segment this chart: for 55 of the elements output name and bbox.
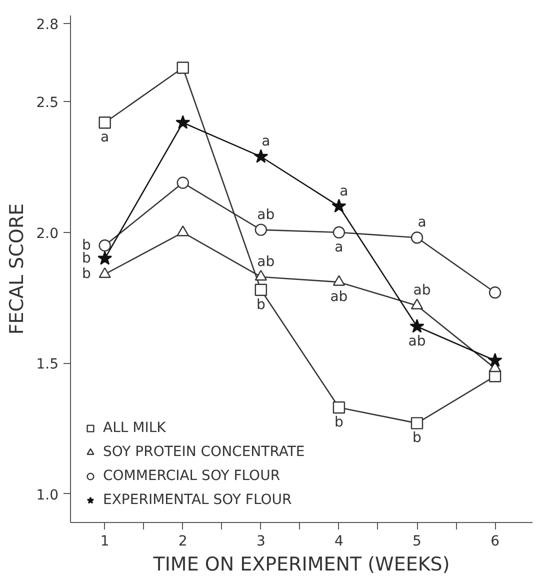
point <box>254 270 268 281</box>
point <box>332 275 346 286</box>
annotation: b <box>256 296 266 313</box>
y-tick-label: 2.5 <box>36 95 58 112</box>
x-tick-label: 1 <box>100 534 110 550</box>
point <box>410 298 424 310</box>
x-tick-label: 6 <box>490 534 500 550</box>
point <box>176 115 190 129</box>
point <box>332 226 346 238</box>
legend-label: ALL MILK <box>103 420 166 436</box>
y-tick-label: 2.0 <box>36 226 58 242</box>
point <box>176 62 189 74</box>
x-tick-label: 5 <box>412 534 422 550</box>
annotation: ab <box>408 333 426 350</box>
point <box>332 401 346 414</box>
y-tick-label: 1.0 <box>36 487 58 504</box>
x-tick-label: 3 <box>256 534 266 550</box>
annotation: b <box>82 266 91 282</box>
annotation: ab <box>330 289 348 306</box>
annotation: a <box>262 134 270 150</box>
point <box>98 267 111 278</box>
x-tick-label: 2 <box>178 534 188 550</box>
point <box>410 318 424 333</box>
point <box>410 417 424 430</box>
x-axis-title: TIME ON EXPERIMENT (WEEKS) <box>152 554 450 576</box>
point <box>488 286 502 299</box>
legend-label: COMMERCIAL SOY FLOUR <box>103 468 280 484</box>
annotation: b <box>82 237 91 254</box>
x-tick-label: 4 <box>334 534 344 550</box>
y-tick-label: 1.5 <box>36 356 58 373</box>
point <box>488 352 502 367</box>
annotation: ab <box>257 206 275 223</box>
annotation: a <box>100 130 110 146</box>
annotation: a <box>340 183 348 200</box>
point <box>176 225 189 236</box>
annotation: b <box>412 430 422 446</box>
annotation: ab <box>257 254 275 270</box>
point <box>98 239 111 252</box>
point <box>176 176 189 189</box>
point <box>98 116 111 129</box>
legend-label: SOY PROTEIN CONCENTRATE <box>103 444 305 460</box>
point <box>332 198 346 213</box>
y-axis-title: FECAL SCORE <box>6 203 28 335</box>
annotation: b <box>82 250 91 267</box>
annotation: a <box>334 239 344 256</box>
annotation: ab <box>413 282 431 299</box>
y-tick-label: 2.8 <box>36 16 58 33</box>
point <box>254 224 268 236</box>
point <box>254 284 268 296</box>
annotation: a <box>418 214 426 231</box>
point <box>254 149 268 163</box>
annotation: b <box>334 414 344 431</box>
point <box>98 250 112 265</box>
point <box>410 232 424 244</box>
legend-label: EXPERIMENTAL SOY FLOUR <box>103 492 292 508</box>
